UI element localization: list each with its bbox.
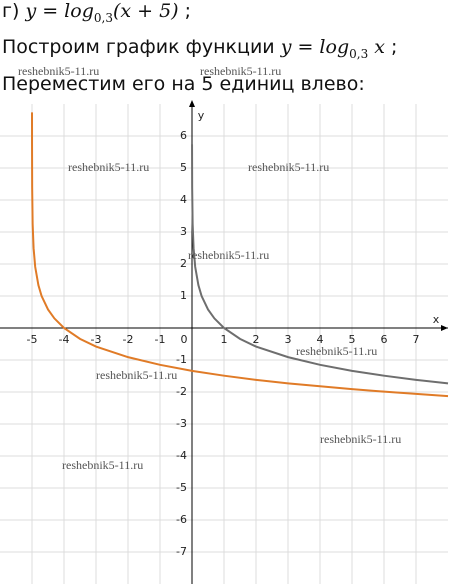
formula-arg: (x + 5) (112, 0, 179, 22)
x-tick-label: 7 (413, 333, 420, 346)
x-tick-label: -5 (27, 333, 38, 346)
watermark: reshebnik5-11.ru (188, 248, 269, 262)
watermark: reshebnik5-11.ru (18, 64, 99, 78)
x-tick-label: -1 (155, 333, 166, 346)
y-tick-label: 4 (180, 193, 187, 206)
step-line: Переместим его на 5 единиц влево: (2, 73, 365, 95)
curve (31, 112, 449, 398)
y-arrow (189, 100, 195, 107)
x-arrow (441, 325, 448, 331)
watermark: reshebnik5-11.ru (248, 160, 329, 174)
y-axis-label: y (198, 109, 205, 122)
y-tick-label: -5 (176, 481, 187, 494)
x-tick-label: -4 (59, 333, 70, 346)
y-tick-label: 6 (180, 129, 187, 142)
x-tick-label: 1 (221, 333, 228, 346)
step-line: Построим график функции y = log0,3 x ; (2, 36, 397, 61)
curve (191, 144, 449, 385)
x-tick-label: -3 (91, 333, 102, 346)
log-base: 0,3 (349, 46, 369, 61)
watermark: reshebnik5-11.ru (62, 458, 143, 472)
x-tick-label: 2 (253, 333, 260, 346)
y-tick-label: 2 (180, 257, 187, 270)
watermark: reshebnik5-11.ru (296, 344, 377, 358)
y-tick-label: 3 (180, 225, 187, 238)
log-base: 0,3 (93, 10, 113, 25)
x-tick-label: -2 (123, 333, 134, 346)
step-text: Построим график функции (2, 36, 275, 58)
y-tick-label: -1 (176, 353, 187, 366)
x-tick-label: 6 (381, 333, 388, 346)
watermark: reshebnik5-11.ru (200, 64, 281, 78)
y-tick-label: -2 (176, 385, 187, 398)
x-axis-label: x (433, 313, 440, 326)
x-tick-label: 4 (317, 333, 324, 346)
punct: ; (184, 0, 192, 22)
x-tick-label: 0 (181, 333, 188, 346)
watermark: reshebnik5-11.ru (68, 160, 149, 174)
y-tick-label: -4 (176, 449, 187, 462)
formula: y = log (280, 36, 350, 58)
formula: y = log (25, 0, 94, 22)
y-tick-label: -3 (176, 417, 187, 430)
x-tick-label: 3 (285, 333, 292, 346)
task-prefix: г) (2, 0, 20, 22)
watermark: reshebnik5-11.ru (320, 432, 401, 446)
watermark: reshebnik5-11.ru (96, 368, 177, 382)
y-tick-label: 5 (180, 161, 187, 174)
y-tick-label: -7 (176, 545, 187, 558)
x-tick-label: 5 (349, 333, 356, 346)
punct: ; (391, 36, 398, 58)
task-line: г) y = log0,3(x + 5) ; (2, 0, 191, 25)
y-tick-label: -6 (176, 513, 187, 526)
y-tick-label: 1 (180, 289, 187, 302)
formula-arg: x (374, 36, 385, 58)
